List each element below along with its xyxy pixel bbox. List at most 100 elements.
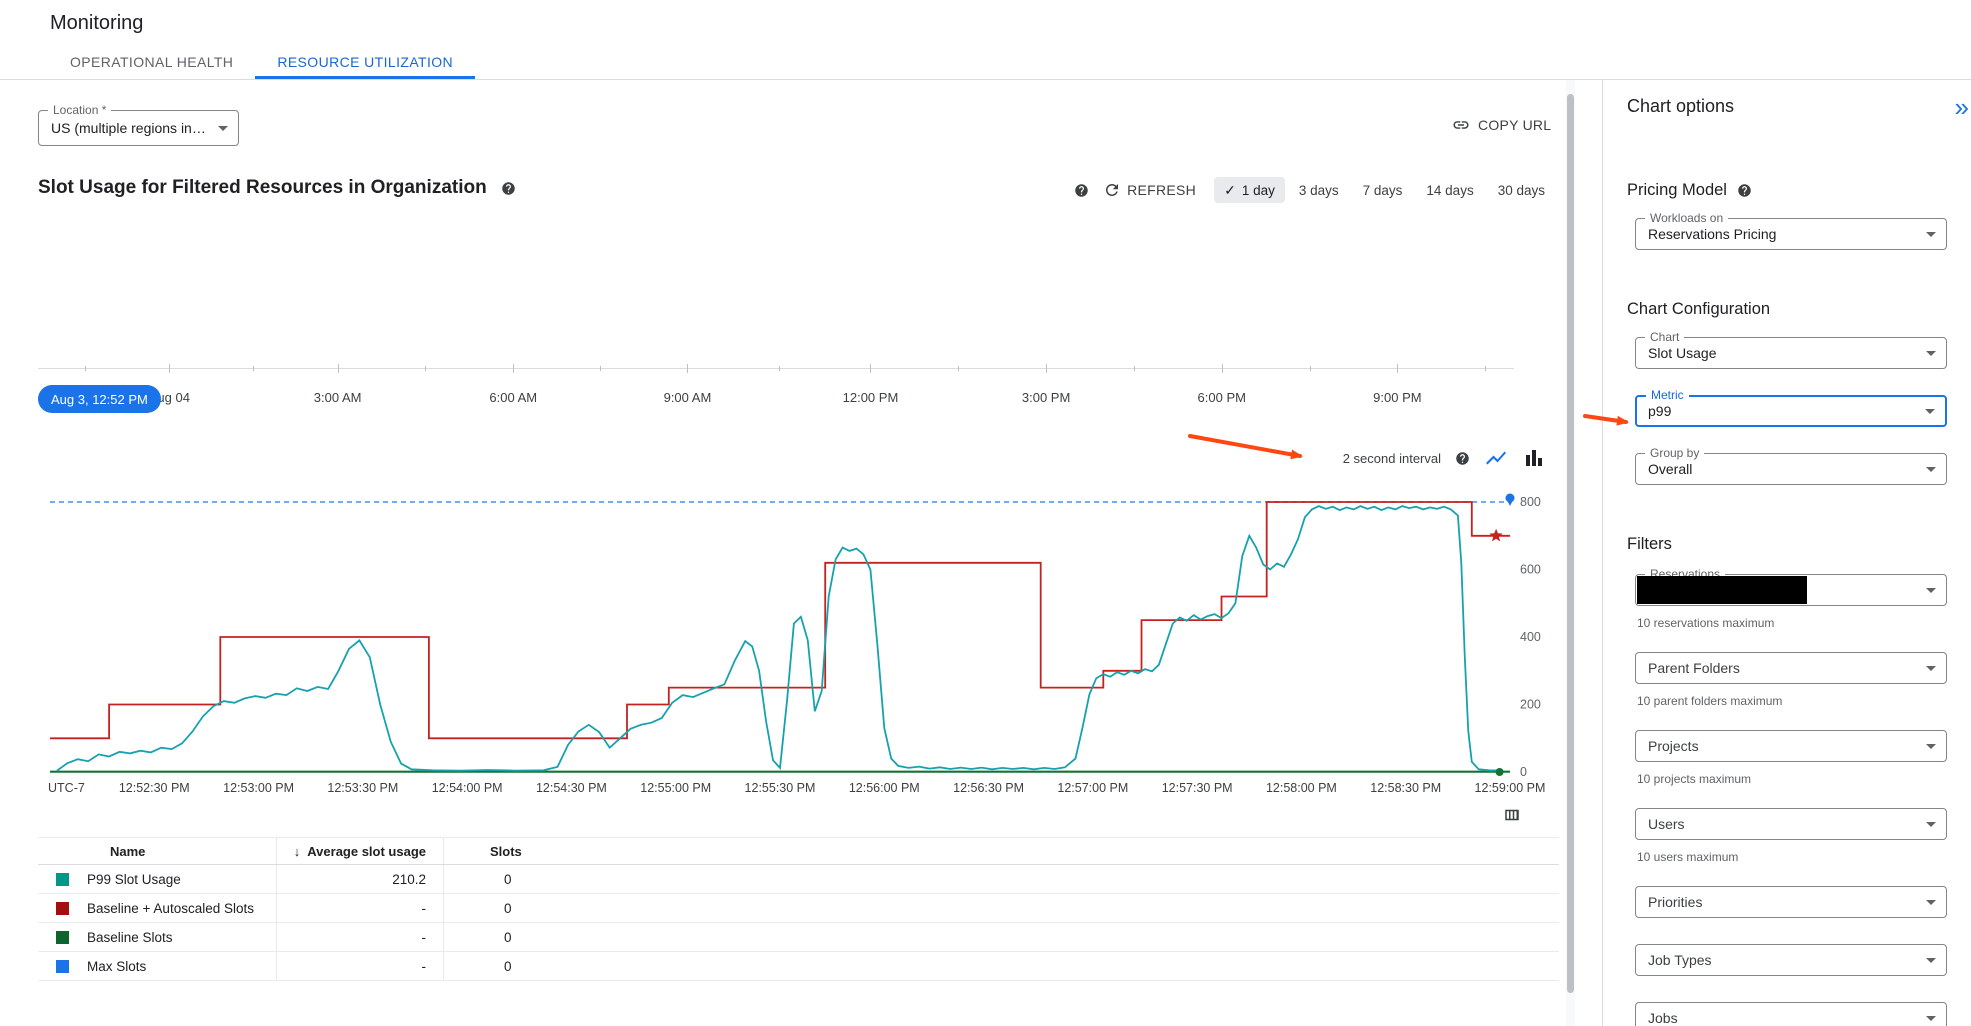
copy-url-button[interactable]: COPY URL — [1452, 116, 1551, 134]
help-icon[interactable] — [501, 181, 516, 196]
tab-operational-health[interactable]: OPERATIONAL HEALTH — [70, 53, 234, 70]
table-row-max-slots[interactable]: Max Slots - 0 — [38, 952, 1559, 981]
filter-select-jobs[interactable]: Jobs — [1635, 1002, 1947, 1026]
column-header-average[interactable]: ↓ Average slot usage — [277, 838, 444, 864]
helper-text: 10 reservations maximum — [1637, 616, 1775, 630]
series-color-swatch — [56, 930, 69, 944]
chart-controls: 2 second interval — [1343, 446, 1546, 470]
metric-select[interactable]: Metric p99 — [1635, 389, 1947, 427]
main-panel: Location * US (multiple regions in Un...… — [0, 80, 1567, 1026]
interval-label: 2 second interval — [1342, 450, 1441, 466]
autoscaled-end-marker — [1489, 528, 1503, 542]
slot-usage-chart[interactable]: 800 600 400 200 0 UTC-7 12:52:30 PM 12:53:00 PM… — [46, 488, 1566, 798]
legend-table-body: P99 Slot Usage 210.2 0 Baseline + Autoscale… — [38, 865, 1559, 981]
group-by-value: Overall — [1648, 461, 1693, 477]
series-color-swatch — [56, 959, 69, 973]
filter-placeholder: Priorities — [1648, 894, 1703, 910]
filter-select-parent-folders[interactable]: Parent Folders — [1635, 652, 1947, 684]
range-14-days[interactable]: 14 days — [1426, 182, 1474, 198]
location-value: US (multiple regions in Un... — [51, 120, 208, 136]
timeline-tick — [870, 364, 872, 373]
filters-heading: Filters — [1627, 535, 1672, 553]
helper-text: 10 projects maximum — [1637, 772, 1752, 786]
time-range-selector: ✓ 1 day 3 days 7 days 14 days 30 days — [1214, 177, 1555, 203]
helper-text: 10 users maximum — [1637, 850, 1739, 864]
filter-select-users[interactable]: Users — [1635, 808, 1947, 840]
svg-text:600: 600 — [1520, 563, 1541, 577]
collapse-panel-icon[interactable]: » — [1954, 91, 1969, 122]
dropdown-caret-icon — [1926, 666, 1936, 671]
column-header-name[interactable]: Name — [38, 838, 277, 864]
average-slot-usage-value: 210.2 — [277, 865, 444, 893]
refresh-icon — [1103, 181, 1121, 199]
chart-configuration-heading: Chart Configuration — [1627, 300, 1771, 318]
timeline-tick — [337, 364, 339, 373]
timeline-tick-minor — [85, 366, 87, 371]
table-row-baseline-autoscaled-slots[interactable]: Baseline + Autoscaled Slots - 0 — [38, 894, 1559, 923]
line-chart-icon[interactable] — [1484, 446, 1508, 470]
filter-select-priorities[interactable]: Priorities — [1635, 886, 1947, 918]
filter-placeholder: Jobs — [1648, 1010, 1678, 1026]
workloads-label: Workloads on — [1645, 212, 1729, 225]
svg-text:12:58:00 PM: 12:58:00 PM — [1266, 781, 1337, 795]
dropdown-caret-icon — [1926, 588, 1936, 593]
filter-select-projects[interactable]: Projects — [1635, 730, 1947, 762]
refresh-button[interactable]: REFRESH — [1103, 181, 1196, 199]
timeline-tick-minor — [1133, 366, 1135, 371]
selected-time-badge[interactable]: Aug 3, 12:52 PM — [38, 385, 161, 413]
location-label: Location * — [48, 104, 112, 117]
chart-select[interactable]: Chart Slot Usage — [1635, 331, 1947, 369]
dropdown-caret-icon — [1926, 900, 1936, 905]
filter-select-job-types[interactable]: Job Types — [1635, 944, 1947, 976]
average-slot-usage-value: - — [277, 952, 444, 980]
workloads-select[interactable]: Workloads on Reservations Pricing — [1635, 212, 1947, 250]
dropdown-caret-icon — [1926, 467, 1936, 472]
legend-table: Name ↓ Average slot usage Slots P99 Slot… — [38, 837, 1559, 981]
dropdown-caret-icon — [1926, 744, 1936, 749]
timeline-tick-minor — [778, 366, 780, 371]
bar-chart-icon[interactable] — [1522, 446, 1546, 470]
timeline-label: 3:00 PM — [1021, 390, 1071, 405]
range-30-days[interactable]: 30 days — [1497, 182, 1545, 198]
sort-descending-icon: ↓ — [293, 843, 301, 859]
legend-table-header: Name ↓ Average slot usage Slots — [38, 837, 1559, 865]
series-name: P99 Slot Usage — [87, 871, 181, 887]
column-header-slots[interactable]: Slots — [490, 843, 522, 859]
timeline-tick — [1397, 364, 1399, 373]
svg-text:800: 800 — [1520, 495, 1541, 509]
tab-resource-utilization[interactable]: RESOURCE UTILIZATION — [255, 44, 475, 79]
table-row-baseline-slots[interactable]: Baseline Slots - 0 — [38, 923, 1559, 952]
svg-text:400: 400 — [1520, 630, 1541, 644]
timeline-label: 9:00 PM — [1373, 390, 1422, 405]
help-icon[interactable] — [1737, 183, 1752, 198]
group-by-select[interactable]: Group by Overall — [1635, 447, 1947, 485]
filter-select-reservations[interactable]: Reservations — [1635, 568, 1947, 606]
copy-url-label: COPY URL — [1478, 117, 1552, 133]
series-color-swatch — [56, 901, 69, 915]
main-scrollbar[interactable] — [1566, 80, 1575, 1026]
chart-title: Slot Usage for Filtered Resources in Org… — [38, 177, 487, 198]
svg-text:12:56:00 PM: 12:56:00 PM — [849, 781, 920, 795]
column-selector-button[interactable] — [1503, 806, 1521, 824]
range-3-days[interactable]: 3 days — [1298, 182, 1339, 198]
svg-text:12:59:00 PM: 12:59:00 PM — [1475, 781, 1546, 795]
page-header: Monitoring — [0, 0, 1971, 44]
table-row-p99-slot-usage[interactable]: P99 Slot Usage 210.2 0 — [38, 865, 1559, 894]
timeline-tick-minor — [600, 366, 602, 371]
range-1-day[interactable]: ✓ 1 day — [1214, 177, 1285, 203]
filter-placeholder: Parent Folders — [1648, 660, 1740, 676]
location-select[interactable]: Location * US (multiple regions in Un... — [38, 104, 239, 146]
help-icon[interactable] — [1455, 451, 1470, 466]
dropdown-caret-icon — [218, 126, 228, 131]
dropdown-caret-icon — [1926, 822, 1936, 827]
scrollbar-thumb[interactable] — [1567, 94, 1574, 993]
timeline-tick — [1221, 364, 1223, 373]
tab-bar: OPERATIONAL HEALTH RESOURCE UTILIZATION — [0, 44, 1971, 80]
svg-text:12:52:30 PM: 12:52:30 PM — [119, 781, 190, 795]
svg-text:12:58:30 PM: 12:58:30 PM — [1370, 781, 1441, 795]
help-icon[interactable] — [1074, 183, 1089, 198]
series-baseline-autoscaled-slots — [50, 501, 1510, 740]
day-timeline[interactable]: Aug 3, 12:52 PM Aug 04 3:00 AM 6:00 AM 9:00… — [38, 363, 1514, 418]
range-7-days[interactable]: 7 days — [1362, 182, 1403, 198]
timeline-label: 6:00 AM — [489, 390, 538, 405]
